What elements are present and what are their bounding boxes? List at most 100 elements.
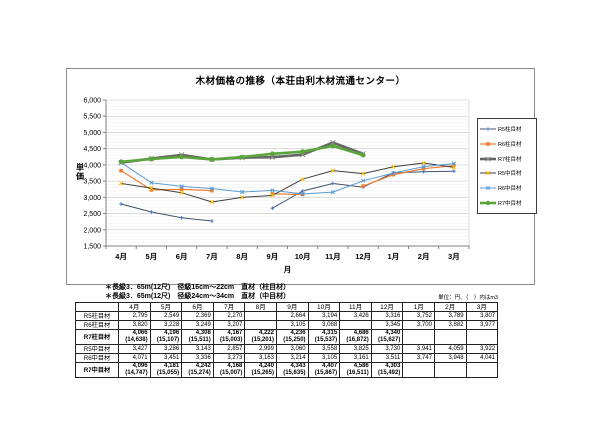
unit-note: 単位：円、（ ）内はm3 [438, 295, 498, 301]
legend-item: R6中目材 [480, 182, 534, 195]
table-cell: 4,343 (15,635) [275, 362, 309, 378]
table-corner-cell [75, 302, 119, 312]
data-point-marker [391, 170, 396, 176]
table-cell: 3,105 [307, 353, 341, 363]
table-cell: 3,273 [212, 353, 246, 363]
month-header: 9月 [275, 302, 309, 312]
data-point-marker [149, 188, 154, 192]
series-line [118, 160, 457, 205]
x-tick-label: 8月 [236, 252, 248, 261]
legend-item: R6柱目材 [480, 137, 534, 150]
legend-item: R7柱目材 [480, 152, 534, 165]
table-cell: 3,941 [402, 344, 435, 354]
table-cell: 3,882 [433, 320, 467, 330]
y-tick-label: 4,500 [83, 146, 101, 153]
data-point-marker [270, 193, 275, 198]
data-point-marker [210, 188, 214, 193]
table-cell: 3,088 [307, 320, 341, 330]
table-cell: 3,426 [339, 311, 372, 321]
series-line [118, 143, 366, 165]
table-cell [244, 311, 277, 321]
data-point-marker [360, 178, 366, 183]
data-point-marker [421, 164, 426, 169]
data-point-marker [421, 166, 426, 171]
table-cell: 4,236 (15,250) [275, 329, 309, 345]
table-cell: 3,558 [307, 344, 341, 354]
table-row: R5柱目材 2,795 2,549 2,369 2,270 2,664 3,194 3,426… [75, 311, 499, 321]
data-point-marker [300, 149, 306, 155]
table-cell: 3,451 [149, 353, 183, 363]
data-point-marker [486, 142, 490, 146]
legend-item: R7中目材 [480, 196, 534, 209]
table-row: R6中目材 4,071 3,451 3,336 3,273 3,163 3,214 3,105… [75, 353, 499, 363]
x-tick-label: 3月 [448, 252, 460, 261]
table-cell: 4,071 [118, 353, 151, 363]
table-cell: 4,407 (15,867) [307, 362, 341, 378]
table-cell: 3,286 [149, 344, 183, 354]
data-point-marker [270, 192, 275, 196]
y-tick-label: 2,500 [83, 211, 101, 218]
table-cell: 3,163 [244, 353, 277, 363]
table-cell: 3,427 [118, 344, 151, 354]
y-tick-label: 3,500 [83, 179, 101, 186]
month-header: 2月 [433, 302, 467, 312]
y-axis-title: 単価 [75, 162, 84, 181]
table-cell: 3,316 [370, 311, 404, 321]
data-point-marker [239, 195, 245, 200]
x-tick-label: 9月 [267, 252, 279, 261]
table-cell: 2,999 [244, 344, 277, 354]
y-tick-label: 3,000 [83, 195, 101, 202]
table-row: R6柱目材 3,820 3,228 3,249 3,207 3,105 3,088 3,345… [75, 320, 499, 330]
table-cell [465, 329, 499, 345]
y-tick-label: 6,000 [83, 98, 101, 105]
legend-label: R6柱目材 [498, 141, 522, 148]
data-point-marker [118, 159, 124, 165]
table-cell: 3,789 [433, 311, 467, 321]
table-cell: 4,196 (15,107) [149, 329, 183, 345]
row-label: R5中目材 [75, 344, 119, 354]
data-point-marker [270, 206, 275, 211]
row-label: R6柱目材 [75, 320, 119, 330]
table-cell: 3,194 [307, 311, 341, 321]
data-point-marker [331, 181, 335, 186]
data-point-marker [149, 185, 154, 191]
table-cell: 3,807 [465, 311, 499, 321]
series-line [118, 160, 457, 197]
table-cell: 4,315 (15,537) [307, 329, 341, 345]
data-point-marker [486, 127, 490, 132]
data-point-marker [451, 165, 457, 170]
table-row: R7柱目材 4,066 (14,638) 4,196 (15,107) 4,308 (15,… [75, 329, 499, 345]
month-header: 1月 [402, 302, 435, 312]
data-point-marker [360, 152, 366, 158]
row-label: R7中目材 [75, 362, 119, 378]
table-cell: 3,336 [181, 353, 214, 363]
table-cell: 4,096 (14,747) [118, 362, 151, 378]
table-cell: 4,242 (15,274) [181, 362, 214, 378]
table-cell: 3,228 [149, 320, 183, 330]
legend-label: R6中目材 [498, 186, 522, 193]
table-cell: 2,369 [181, 311, 214, 321]
table-cell: 4,586 (16,511) [339, 362, 372, 378]
legend-item: R5中目材 [480, 167, 534, 180]
legend-swatch [480, 171, 496, 176]
month-header: 3月 [465, 302, 499, 312]
table-cell: 4,041 [465, 353, 499, 363]
legend-label: R7中目材 [498, 200, 522, 207]
data-point-marker [209, 199, 215, 205]
legend-swatch [480, 142, 496, 146]
row-label: R7柱目材 [75, 329, 119, 345]
table-cell [433, 329, 467, 345]
table-cell: 4,303 (15,492) [370, 362, 404, 378]
table-cell: 4,686 (16,872) [339, 329, 372, 345]
table-cell: 3,207 [212, 320, 246, 330]
table-cell: 3,825 [339, 344, 372, 354]
month-header: 6月 [181, 302, 214, 312]
data-point-marker [300, 191, 305, 197]
table-cell: 4,167 (15,003) [212, 329, 246, 345]
table-cell: 3,249 [181, 320, 214, 330]
price-chart: 1,500 2,000 2,500 3,000 3,500 4,000 4,500 5,000… [66, 68, 537, 285]
data-point-marker [179, 190, 184, 195]
table-cell: 4,059 [433, 344, 467, 354]
footnotes: ＊長級3．65m(12尺) 径級16cm～22cm 直材（柱目材） ＊長級3．6… [105, 284, 290, 301]
